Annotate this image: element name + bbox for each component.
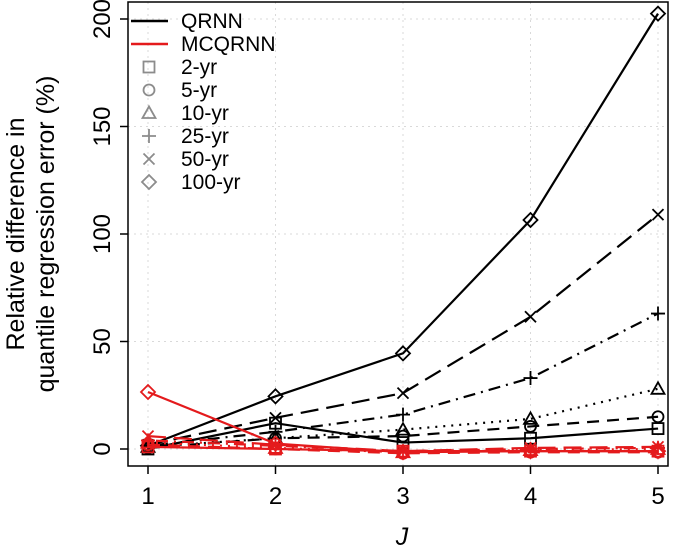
legend-label: 2-yr (181, 56, 217, 79)
data-point (522, 410, 539, 425)
data-point (396, 407, 410, 422)
data-point (139, 383, 157, 401)
series-qrnn-100-yr (139, 5, 667, 455)
data-point (267, 388, 284, 405)
legend-label: 5-yr (181, 79, 217, 102)
data-point (267, 435, 284, 452)
x-tick-label: 1 (141, 483, 154, 510)
legend-label: MCQRNN (181, 33, 276, 56)
data-point (394, 421, 412, 436)
data-point (396, 386, 410, 400)
series-line-qrnn-100-yr (147, 13, 659, 447)
x-axis-title: J (395, 523, 409, 551)
legend-label: 100-yr (181, 171, 241, 194)
data-point (649, 5, 667, 22)
y-tick-label: 50 (89, 328, 116, 355)
legend-item-5-yr: 5-yr (142, 79, 217, 102)
y-axis-title-line-1: Relative difference in (2, 117, 30, 350)
x-tick-label: 2 (269, 483, 282, 510)
data-point (524, 420, 537, 433)
legend-item-50-yr: 50-yr (142, 148, 229, 171)
data-point (649, 380, 667, 395)
data-point (651, 306, 665, 321)
data-point (269, 411, 282, 424)
x-tick-label: 5 (651, 483, 664, 510)
data-point (524, 310, 537, 323)
legend-marker (140, 173, 158, 191)
series-line-qrnn-2-yr (147, 422, 659, 451)
series-line-mcqrnn-100-yr (147, 391, 658, 454)
legend-marker (142, 129, 156, 143)
data-point (394, 345, 412, 362)
y-tick-label: 200 (89, 0, 116, 39)
data-point (651, 410, 665, 424)
series-mcqrnn-100-yr (139, 383, 667, 461)
legend-label: 25-yr (181, 125, 229, 148)
legend-item-25-yr: 25-yr (142, 125, 229, 148)
legend-label: QRNN (181, 10, 243, 33)
data-point (396, 429, 410, 443)
x-tick-label: 4 (524, 483, 537, 510)
x-tick-label: 3 (396, 483, 409, 510)
data-point (522, 211, 539, 229)
data-point (651, 208, 665, 221)
data-point (139, 434, 157, 449)
data-point (141, 429, 155, 443)
legend-item-qrnn: QRNN (131, 10, 243, 33)
legend-item-mcqrnn: MCQRNN (131, 33, 276, 56)
y-tick-label: 100 (89, 214, 116, 254)
series (139, 5, 667, 461)
data-point (394, 443, 412, 461)
y-tick-label: 0 (89, 442, 116, 455)
legend-item-2-yr: 2-yr (142, 56, 217, 79)
data-point (523, 371, 538, 386)
y-tick-label: 150 (89, 106, 116, 146)
legend-marker (142, 60, 156, 74)
data-point (649, 442, 667, 460)
series-line-mcqrnn-50-yr (147, 435, 659, 453)
legend-marker (142, 152, 156, 166)
legend-marker (142, 83, 156, 97)
legend-label: 50-yr (181, 148, 229, 171)
y-axis-title-line-2: quantile regression error (%) (32, 76, 60, 393)
legend-label: 10-yr (181, 102, 229, 125)
legend-item-100-yr: 100-yr (140, 171, 241, 194)
legend-item-10-yr: 10-yr (140, 102, 229, 125)
data-point (522, 442, 539, 460)
legend-marker (140, 104, 158, 119)
